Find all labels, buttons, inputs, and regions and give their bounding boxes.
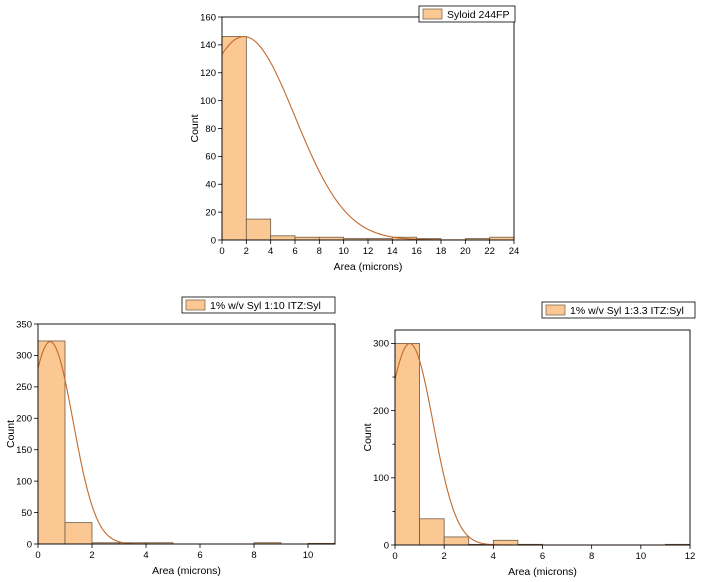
y-tick-label: 300 [373, 339, 389, 350]
histogram-bar [245, 218, 272, 241]
legend-label: 1% w/v Syl 1:10 ITZ:Syl [210, 300, 321, 312]
x-tick-label: 10 [338, 246, 349, 257]
x-tick-label: 0 [219, 246, 224, 257]
y-axis-title: Count [189, 114, 201, 142]
x-tick-label: 2 [442, 551, 447, 562]
x-tick-label: 4 [491, 551, 496, 562]
x-tick-label: 10 [636, 551, 647, 562]
x-tick-label: 24 [509, 246, 520, 257]
legend-swatch [185, 299, 206, 311]
x-tick-label: 8 [251, 550, 256, 561]
y-tick-label: 250 [16, 382, 32, 393]
y-tick-label: 100 [200, 96, 216, 107]
histogram-bar [394, 343, 420, 546]
histogram-bar [419, 518, 445, 546]
fit-curve [37, 341, 335, 545]
x-tick-label: 12 [363, 246, 374, 257]
plot-frame [394, 329, 691, 546]
y-tick-label: 50 [21, 508, 32, 519]
histogram-bar [443, 536, 470, 546]
y-tick-label: 350 [16, 319, 32, 330]
fit-curve [221, 35, 514, 241]
y-tick-label: 300 [16, 351, 32, 362]
y-tick-label: 0 [27, 539, 32, 550]
plot-frame [37, 323, 336, 545]
legend-label: Syloid 244FP [447, 9, 509, 21]
legend-box [418, 5, 516, 23]
y-tick-label: 200 [16, 414, 32, 425]
y-tick-label: 0 [384, 540, 389, 551]
y-axis-title: Count [5, 420, 17, 448]
y-tick-label: 140 [200, 40, 216, 51]
x-tick-label: 10 [303, 550, 314, 561]
x-tick-label: 6 [540, 551, 545, 562]
x-tick-label: 16 [411, 246, 422, 257]
x-tick-label: 14 [387, 246, 398, 257]
histogram-syloid-244fp: 0 2 4 6 8 10 12 14 16 18 20 22 240204060801001201401… [189, 5, 520, 273]
x-tick-label: 20 [460, 246, 471, 257]
legend-box [541, 301, 696, 319]
y-tick-label: 20 [205, 207, 216, 218]
x-tick-label: 2 [89, 550, 94, 561]
histogram-bar [221, 36, 247, 241]
histogram-bar [37, 340, 66, 545]
y-tick-label: 60 [205, 152, 216, 163]
legend-swatch [422, 8, 443, 20]
y-tick-label: 100 [373, 473, 389, 484]
y-tick-label: 0 [211, 235, 216, 246]
legend-swatch [545, 304, 566, 316]
x-tick-label: 22 [484, 246, 495, 257]
x-axis-title: Area (microns) [508, 566, 577, 578]
x-tick-label: 6 [197, 550, 202, 561]
x-tick-label: 0 [35, 550, 40, 561]
x-axis-title: Area (microns) [334, 261, 403, 273]
x-axis-title: Area (microns) [152, 565, 221, 577]
x-tick-label: 6 [292, 246, 297, 257]
x-tick-label: 8 [589, 551, 594, 562]
x-tick-label: 4 [268, 246, 273, 257]
fit-curve [394, 342, 690, 546]
x-tick-label: 18 [436, 246, 447, 257]
legend-label: 1% w/v Syl 1:3.3 ITZ:Syl [570, 305, 684, 317]
x-tick-label: 2 [244, 246, 249, 257]
y-tick-label: 80 [205, 124, 216, 135]
x-tick-label: 0 [392, 551, 397, 562]
y-tick-label: 160 [200, 12, 216, 23]
x-tick-label: 12 [685, 551, 696, 562]
y-tick-label: 100 [16, 476, 32, 487]
y-axis-title: Count [362, 423, 374, 451]
histogram-syl-1-3-3: 0 2 4 6 8 10 12 0 100 200 300 Area (microns) Count 1%… [362, 301, 696, 578]
y-tick-label: 120 [200, 68, 216, 79]
histogram-bar [64, 522, 93, 545]
plot-frame [221, 16, 515, 241]
y-tick-label: 40 [205, 180, 216, 191]
x-tick-label: 8 [317, 246, 322, 257]
y-tick-label: 200 [373, 406, 389, 417]
x-tick-label: 4 [143, 550, 148, 561]
histogram-bar [270, 235, 296, 241]
y-tick-label: 150 [16, 445, 32, 456]
legend-box [181, 296, 336, 314]
